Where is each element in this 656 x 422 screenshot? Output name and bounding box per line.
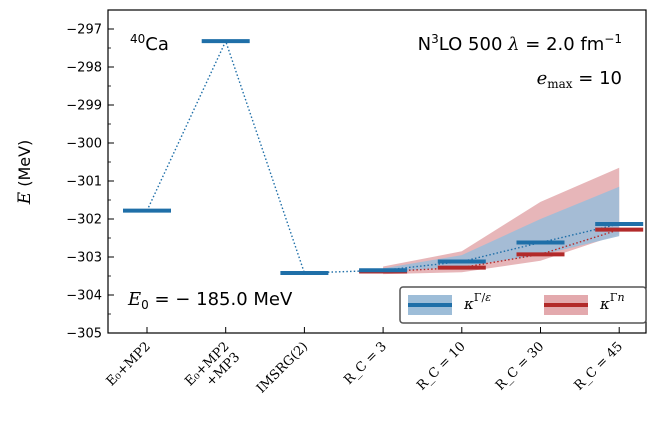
y-tick-label: −298 bbox=[66, 61, 102, 76]
x-tick-label: R_C = 30 bbox=[493, 339, 547, 393]
reference-energy-label: E0 = − 185.0 MeV bbox=[127, 289, 293, 312]
x-tick-label: E₀+MP2 bbox=[104, 339, 154, 389]
x-tick-label: E₀+MP2+MP3 bbox=[182, 339, 243, 400]
interaction-label: N3LO 500 λ = 2.0 fm−1 bbox=[418, 32, 622, 55]
nucleus-label: 40Ca bbox=[130, 32, 169, 55]
y-tick-label: −303 bbox=[66, 251, 102, 266]
y-axis-title: E (MeV) bbox=[15, 140, 35, 206]
emax-label: emax = 10 bbox=[537, 68, 622, 91]
y-axis: −297 −298 −299 −300 −301 −302 −303 −304 −305 bbox=[66, 23, 114, 342]
band-kappa-gamma-epsilon bbox=[383, 186, 620, 273]
x-axis: E₀+MP2 E₀+MP2+MP3 IMSRG(2) R_C = 3 R_C = 10 R… bbox=[104, 327, 626, 400]
uncertainty-bands bbox=[383, 167, 620, 275]
y-tick-label: −305 bbox=[66, 327, 102, 342]
x-tick-label: R_C = 10 bbox=[414, 339, 468, 393]
y-tick-label: −297 bbox=[66, 23, 102, 38]
y-tick-label: −304 bbox=[66, 289, 102, 304]
x-tick-label: R_C = 45 bbox=[572, 339, 626, 393]
y-tick-label: −299 bbox=[66, 99, 102, 114]
legend-label-kappa-gamma-epsilon: κΓ/ε bbox=[463, 291, 491, 313]
plot-frame bbox=[107, 9, 647, 334]
y-tick-label: −302 bbox=[66, 213, 102, 228]
level-marks bbox=[123, 39, 644, 275]
x-tick-label: IMSRG(2) bbox=[254, 339, 311, 396]
x-tick-label: R_C = 3 bbox=[341, 339, 390, 388]
legend: κΓ/ε κΓn bbox=[399, 286, 647, 324]
legend-label-kappa-gamma-n: κΓn bbox=[599, 291, 625, 313]
y-tick-label: −301 bbox=[66, 175, 102, 190]
connector-kappa-gamma-n bbox=[383, 228, 620, 273]
y-tick-label: −300 bbox=[66, 137, 102, 152]
